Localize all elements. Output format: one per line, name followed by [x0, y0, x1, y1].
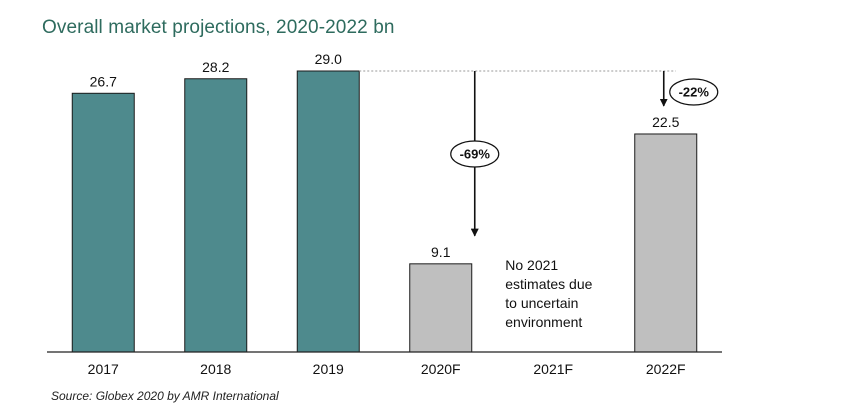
annotation-label-minus-22pct: -22% [679, 85, 710, 100]
value-label-2017: 26.7 [90, 73, 117, 89]
bar-2018 [184, 78, 248, 353]
x-tick-2018: 2018 [200, 361, 231, 377]
note-line-2: estimates due [505, 276, 592, 292]
x-tick-2022f: 2022F [646, 361, 686, 377]
source-note: Source: Globex 2020 by AMR International [51, 389, 279, 403]
note-line-1: No 2021 [505, 257, 558, 273]
note-line-3: to uncertain [505, 295, 578, 311]
bar-2019 [296, 70, 360, 353]
value-label-2019: 29.0 [315, 51, 342, 67]
value-label-2022f: 22.5 [652, 114, 679, 130]
x-tick-2017: 2017 [88, 361, 119, 377]
value-label-2018: 28.2 [202, 59, 229, 75]
bar-2020f [409, 263, 473, 353]
x-tick-2020f: 2020F [421, 361, 461, 377]
annotation-label-minus-69pct: -69% [460, 147, 491, 162]
bar-2017 [71, 92, 135, 353]
value-label-2020f: 9.1 [431, 244, 451, 260]
chart-title: Overall market projections, 2020-2022 bn [42, 17, 395, 38]
note-line-4: environment [505, 314, 582, 330]
x-tick-2021f: 2021F [533, 361, 573, 377]
x-tick-2019: 2019 [313, 361, 344, 377]
bar-2022f [634, 133, 698, 353]
annotation-oval-minus-22pct [669, 78, 719, 106]
annotation-oval-minus-69pct [450, 140, 500, 168]
